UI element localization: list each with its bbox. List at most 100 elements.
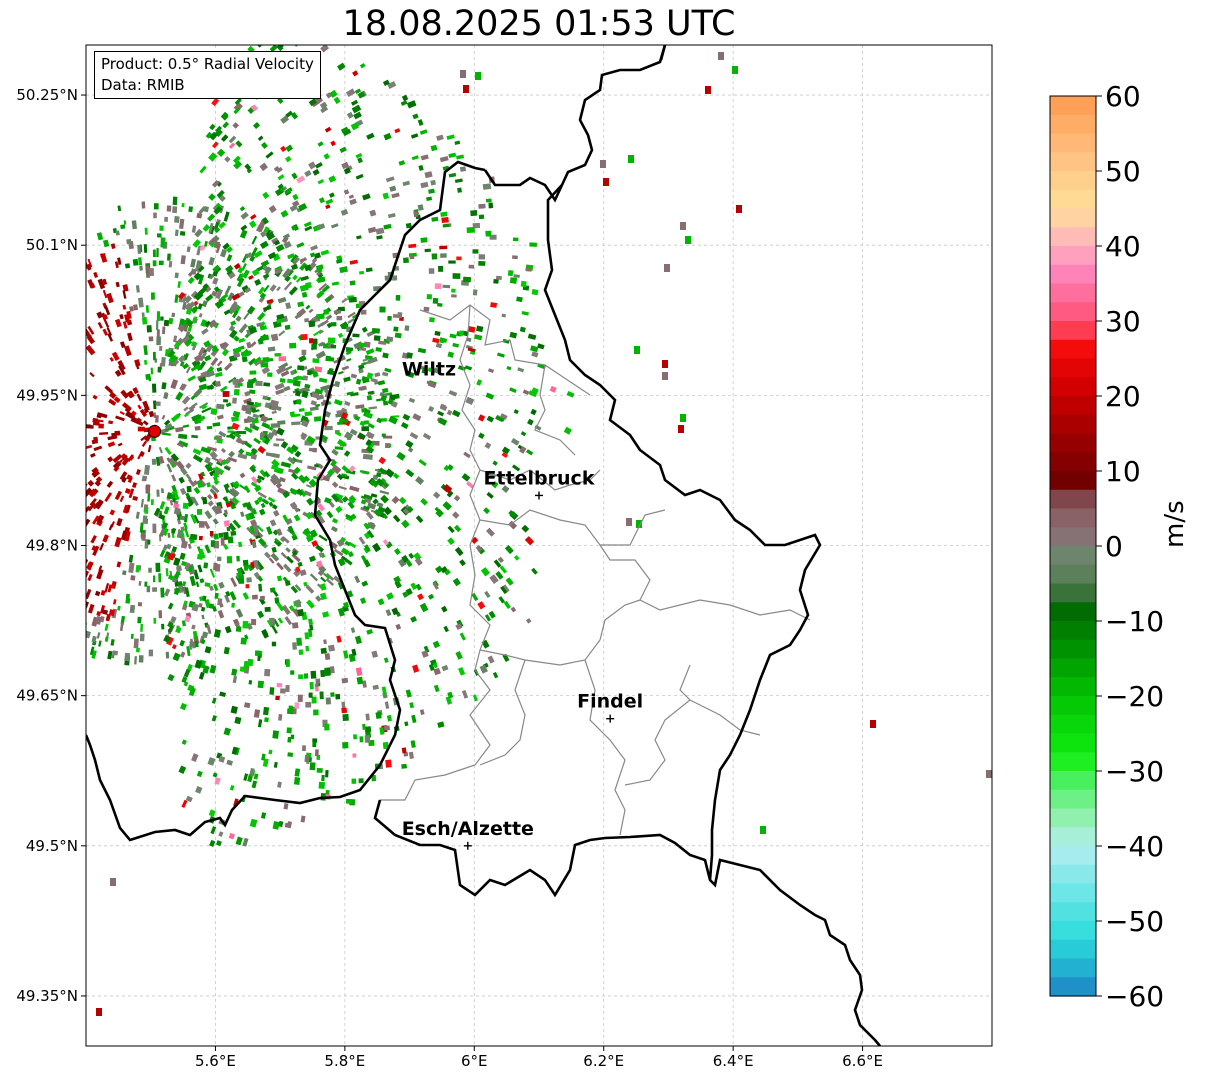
echo-cell <box>185 795 193 803</box>
echo-cell <box>496 352 505 358</box>
echo-cell <box>152 249 156 257</box>
echo-cell <box>432 640 441 649</box>
echo-cell <box>513 274 520 278</box>
echo-cell <box>383 400 389 406</box>
echo-cell <box>344 431 354 441</box>
echo-cell <box>204 510 213 520</box>
echo-cell <box>0 545 2 554</box>
echo-cell <box>309 529 318 538</box>
echo-cell <box>208 809 216 817</box>
echo-cell <box>259 240 269 249</box>
echo-cell <box>64 267 69 273</box>
echo-cell <box>211 697 217 704</box>
map-title: 18.08.2025 01:53 UTC <box>342 4 736 44</box>
echo-cell <box>41 411 51 417</box>
echo-cell <box>231 602 235 608</box>
echo-cell <box>349 485 360 493</box>
echo-cell <box>198 376 207 383</box>
echo-cell <box>490 302 498 308</box>
echo-cell <box>288 605 296 612</box>
echo-cell <box>45 629 51 635</box>
echo-cell <box>264 668 271 677</box>
echo-cell <box>99 542 105 551</box>
echo-cell <box>412 413 422 422</box>
echo-cell <box>274 382 285 391</box>
echo-cell <box>366 628 373 635</box>
echo-cell <box>128 554 134 563</box>
echo-cell <box>1 315 10 323</box>
echo-cell <box>451 294 457 298</box>
echo-cell <box>119 495 125 503</box>
echo-cell <box>317 515 326 524</box>
echo-cell <box>244 390 251 397</box>
echo-cell <box>470 536 479 545</box>
echo-cell <box>109 356 114 362</box>
echo-cell <box>179 231 186 236</box>
echo-cell <box>461 689 469 699</box>
echo-cell <box>138 655 144 663</box>
echo-cell <box>418 459 427 467</box>
colorbar-segment <box>1050 508 1096 528</box>
echo-cell <box>439 404 448 412</box>
echo-cell <box>232 675 238 684</box>
echo-cell <box>417 347 427 354</box>
echo-cell <box>365 713 370 721</box>
echo-cell <box>107 441 116 448</box>
echo-cell <box>294 450 302 458</box>
echo-cell <box>65 576 71 583</box>
echo-cell <box>260 259 270 268</box>
echo-cell <box>401 519 410 529</box>
echo-cell <box>493 559 502 568</box>
echo-cell <box>254 401 260 407</box>
colorbar-segment <box>1050 189 1096 210</box>
echo-cell <box>359 420 366 427</box>
echo-cell <box>125 504 131 513</box>
echo-cell <box>67 347 73 353</box>
echo-cell <box>309 252 316 258</box>
echo-cell <box>92 417 99 423</box>
echo-cell <box>0 524 9 533</box>
colorbar-segment <box>1050 377 1096 397</box>
echo-cell <box>235 608 244 618</box>
echo-cell <box>409 255 415 260</box>
echo-cell <box>357 91 366 99</box>
echo-cell <box>285 659 290 667</box>
echo-cell <box>480 567 490 577</box>
echo-cell <box>486 491 494 499</box>
echo-cell <box>193 272 202 281</box>
echo-cell <box>188 404 196 412</box>
echo-cell <box>232 122 239 129</box>
echo-cell <box>271 624 278 634</box>
echo-cell <box>159 346 163 351</box>
echo-cell <box>261 422 271 429</box>
echo-cell <box>11 467 18 472</box>
echo-cell <box>440 337 448 343</box>
echo-cell <box>31 473 37 479</box>
echo-cell <box>381 433 386 437</box>
echo-cell <box>271 641 277 647</box>
echo-cell <box>228 488 239 498</box>
echo-cell <box>276 575 283 582</box>
echo-cell <box>227 456 238 463</box>
echo-cell <box>238 323 248 334</box>
echo-cell <box>442 284 451 289</box>
echo-cell <box>509 331 518 339</box>
echo-cell <box>428 663 435 671</box>
echo-cell <box>160 587 165 598</box>
echo-cell <box>48 366 57 374</box>
echo-cell <box>39 344 45 350</box>
echo-cell <box>271 546 277 553</box>
echo-cell <box>181 676 188 684</box>
echo-cell <box>232 347 242 354</box>
echo-cell <box>127 332 133 342</box>
echo-cell <box>335 430 342 437</box>
echo-cell <box>262 706 270 716</box>
echo-cell <box>299 569 307 577</box>
echo-cell <box>328 175 337 183</box>
echo-cell <box>158 513 166 521</box>
echo-cell <box>166 463 173 473</box>
echo-cell <box>227 292 235 302</box>
axis-ticks: 5.6°E 5.8°E 6°E 6.2°E 6.4°E 6.6°E49.35°N49.5°… <box>16 86 883 1070</box>
echo-cell <box>272 820 280 830</box>
echo-cell <box>304 383 311 389</box>
